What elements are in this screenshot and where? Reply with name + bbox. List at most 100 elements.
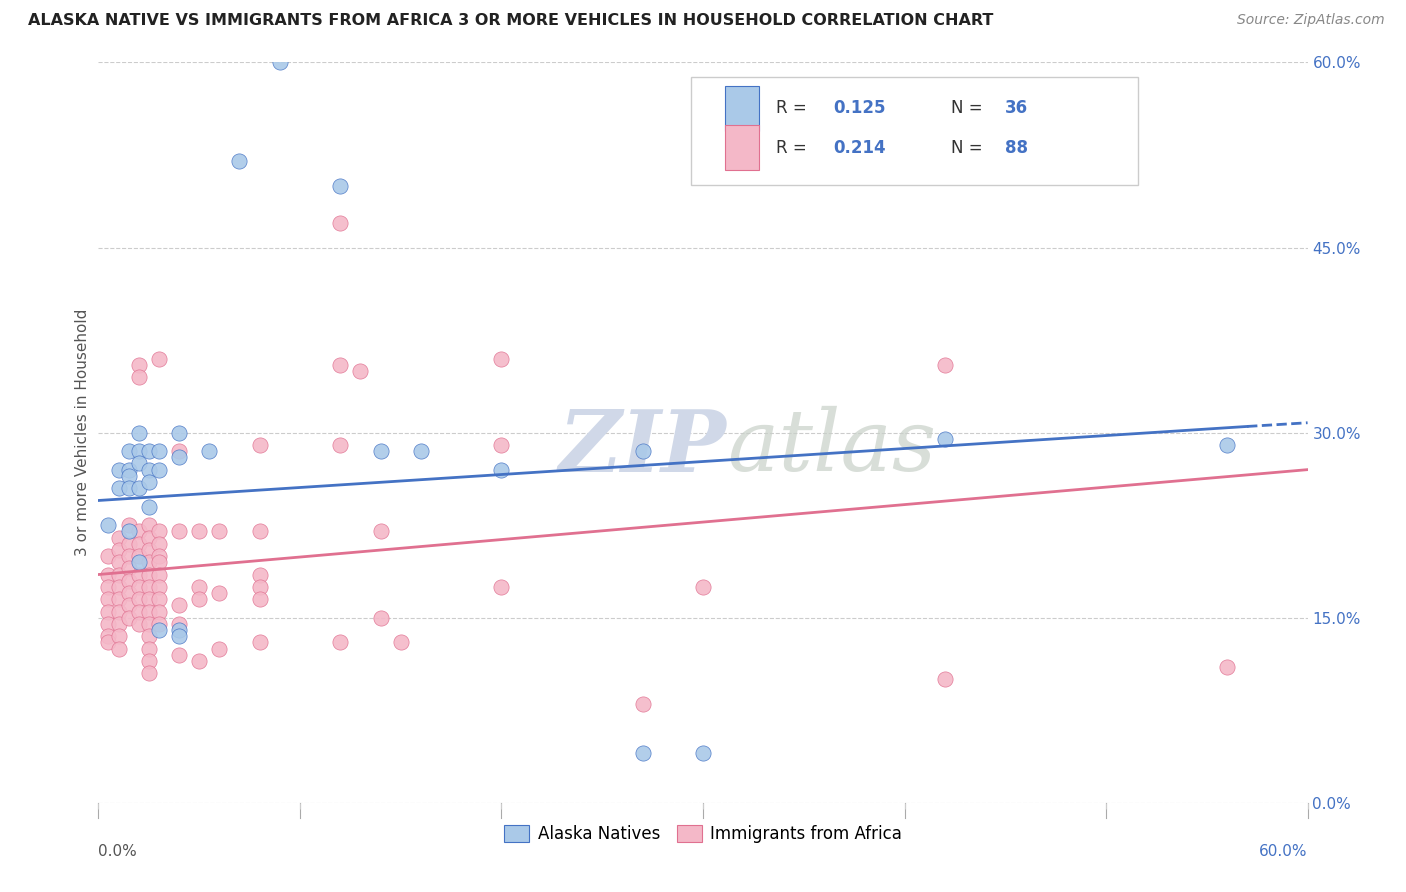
Point <box>107 531 129 545</box>
Text: 0.0%: 0.0% <box>98 844 138 858</box>
Point <box>491 462 513 476</box>
Point <box>97 616 120 631</box>
Point <box>107 542 129 557</box>
Point <box>138 555 160 569</box>
Point <box>1216 660 1239 674</box>
Point <box>138 475 160 489</box>
Text: ALASKA NATIVE VS IMMIGRANTS FROM AFRICA 3 OR MORE VEHICLES IN HOUSEHOLD CORRELAT: ALASKA NATIVE VS IMMIGRANTS FROM AFRICA … <box>28 13 994 29</box>
Point <box>692 747 714 761</box>
Point <box>138 605 160 619</box>
Point <box>138 641 160 656</box>
Point <box>148 536 170 550</box>
Point <box>491 351 513 366</box>
Text: 36: 36 <box>1005 99 1028 118</box>
Point <box>167 524 190 539</box>
Point <box>148 444 170 458</box>
Point <box>97 629 120 643</box>
Point <box>107 592 129 607</box>
Point <box>631 444 654 458</box>
Point <box>208 641 231 656</box>
Point <box>208 586 231 600</box>
Point <box>118 599 141 613</box>
Point <box>148 605 170 619</box>
Point <box>269 55 291 70</box>
Point <box>118 586 141 600</box>
Point <box>631 747 654 761</box>
Point <box>148 592 170 607</box>
Point <box>107 462 129 476</box>
Point <box>148 524 170 539</box>
Point <box>167 623 190 637</box>
Point <box>97 605 120 619</box>
Legend: Alaska Natives, Immigrants from Africa: Alaska Natives, Immigrants from Africa <box>498 819 908 850</box>
Point <box>138 616 160 631</box>
Point <box>97 518 120 533</box>
Point <box>97 549 120 563</box>
Point <box>370 610 392 624</box>
Point <box>188 580 211 594</box>
Text: Source: ZipAtlas.com: Source: ZipAtlas.com <box>1237 13 1385 28</box>
Point <box>148 549 170 563</box>
Point <box>148 623 170 637</box>
Point <box>138 462 160 476</box>
Point <box>107 605 129 619</box>
Point <box>107 567 129 582</box>
Point <box>128 536 150 550</box>
Point <box>329 358 352 372</box>
Point <box>329 438 352 452</box>
Point <box>138 567 160 582</box>
Point <box>138 629 160 643</box>
Point <box>198 444 221 458</box>
Point <box>389 635 412 649</box>
Point <box>107 481 129 495</box>
Point <box>128 481 150 495</box>
Point <box>409 444 432 458</box>
Point <box>491 438 513 452</box>
Point <box>167 450 190 465</box>
Point <box>118 549 141 563</box>
Point <box>329 635 352 649</box>
Point <box>107 641 129 656</box>
Point <box>128 567 150 582</box>
Point <box>128 425 150 440</box>
Point <box>118 468 141 483</box>
Point <box>107 555 129 569</box>
Point <box>148 580 170 594</box>
Point <box>128 605 150 619</box>
Point <box>118 561 141 575</box>
Point <box>249 592 271 607</box>
Point <box>167 444 190 458</box>
Point <box>370 444 392 458</box>
Point <box>148 462 170 476</box>
Point <box>138 592 160 607</box>
Point <box>118 524 141 539</box>
Point <box>128 358 150 372</box>
Point <box>167 648 190 662</box>
Point <box>128 457 150 471</box>
Point <box>167 616 190 631</box>
Point <box>692 580 714 594</box>
Point <box>118 462 141 476</box>
Point <box>934 358 956 372</box>
Point <box>249 438 271 452</box>
Point <box>249 580 271 594</box>
Point <box>128 616 150 631</box>
Point <box>1216 438 1239 452</box>
Text: 88: 88 <box>1005 138 1028 157</box>
Text: R =: R = <box>776 138 811 157</box>
Point <box>128 555 150 569</box>
Point <box>167 629 190 643</box>
Point <box>97 567 120 582</box>
Point <box>249 567 271 582</box>
Text: 0.214: 0.214 <box>834 138 886 157</box>
Point <box>128 549 150 563</box>
Point <box>631 697 654 711</box>
Point <box>128 444 150 458</box>
Point <box>228 154 250 169</box>
Text: R =: R = <box>776 99 811 118</box>
Point <box>188 654 211 668</box>
Point <box>118 574 141 588</box>
Point <box>208 524 231 539</box>
Point <box>107 629 129 643</box>
Point <box>167 599 190 613</box>
